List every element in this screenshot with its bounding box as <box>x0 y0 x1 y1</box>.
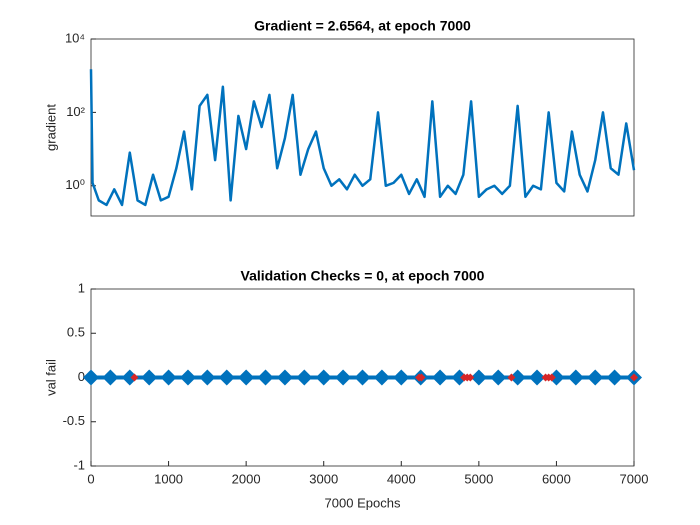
y-tick-label: 0.5 <box>67 325 85 340</box>
point-marker <box>393 369 410 386</box>
x-tick-label: 4000 <box>387 471 416 486</box>
point-marker <box>509 369 526 386</box>
point-marker <box>529 369 546 386</box>
y-tick-label: 10⁴ <box>65 30 85 45</box>
point-marker <box>218 369 235 386</box>
point-marker <box>417 373 426 382</box>
point-marker <box>470 369 487 386</box>
point-marker <box>567 369 584 386</box>
y-tick-label: -0.5 <box>63 413 85 428</box>
y-tick-label: 10² <box>66 104 85 119</box>
chart-title: Gradient = 2.6564, at epoch 7000 <box>254 18 471 34</box>
point-marker <box>466 373 475 382</box>
chart-title: Validation Checks = 0, at epoch 7000 <box>241 268 485 284</box>
point-marker <box>507 373 516 382</box>
point-marker <box>432 369 449 386</box>
point-marker <box>490 369 507 386</box>
x-tick-label: 6000 <box>542 471 571 486</box>
y-tick-label: 1 <box>78 280 85 295</box>
point-marker <box>102 369 119 386</box>
point-marker <box>315 369 332 386</box>
point-marker <box>257 369 274 386</box>
x-tick-label: 1000 <box>154 471 183 486</box>
point-marker <box>335 369 352 386</box>
point-marker <box>83 369 99 386</box>
point-marker <box>547 373 556 382</box>
point-marker <box>296 369 313 386</box>
x-tick-label: 5000 <box>464 471 493 486</box>
point-marker <box>630 373 638 382</box>
point-marker <box>606 369 623 386</box>
x-tick-label: 0 <box>87 471 94 486</box>
point-marker <box>199 369 216 386</box>
point-marker <box>160 369 177 386</box>
point-marker <box>130 373 139 382</box>
x-tick-label: 7000 <box>620 471 649 486</box>
series-line <box>89 69 636 207</box>
point-marker <box>354 369 371 386</box>
point-marker <box>548 369 565 386</box>
point-marker <box>121 369 138 386</box>
x-tick-label: 2000 <box>232 471 261 486</box>
point-marker <box>276 369 293 386</box>
point-marker <box>451 369 468 386</box>
point-marker <box>179 369 196 386</box>
plot-area <box>90 38 635 217</box>
y-tick-label: -1 <box>73 457 85 472</box>
point-marker <box>373 369 390 386</box>
y-axis-label: gradient <box>43 104 58 151</box>
x-axis-label: 7000 Epochs <box>325 495 401 510</box>
y-axis-label: val fail <box>43 359 58 396</box>
point-marker <box>587 369 604 386</box>
x-tick-label: 3000 <box>309 471 338 486</box>
y-tick-label: 0 <box>78 369 85 384</box>
point-marker <box>238 369 255 386</box>
y-tick-label: 10⁰ <box>65 177 85 192</box>
point-marker <box>141 369 158 386</box>
